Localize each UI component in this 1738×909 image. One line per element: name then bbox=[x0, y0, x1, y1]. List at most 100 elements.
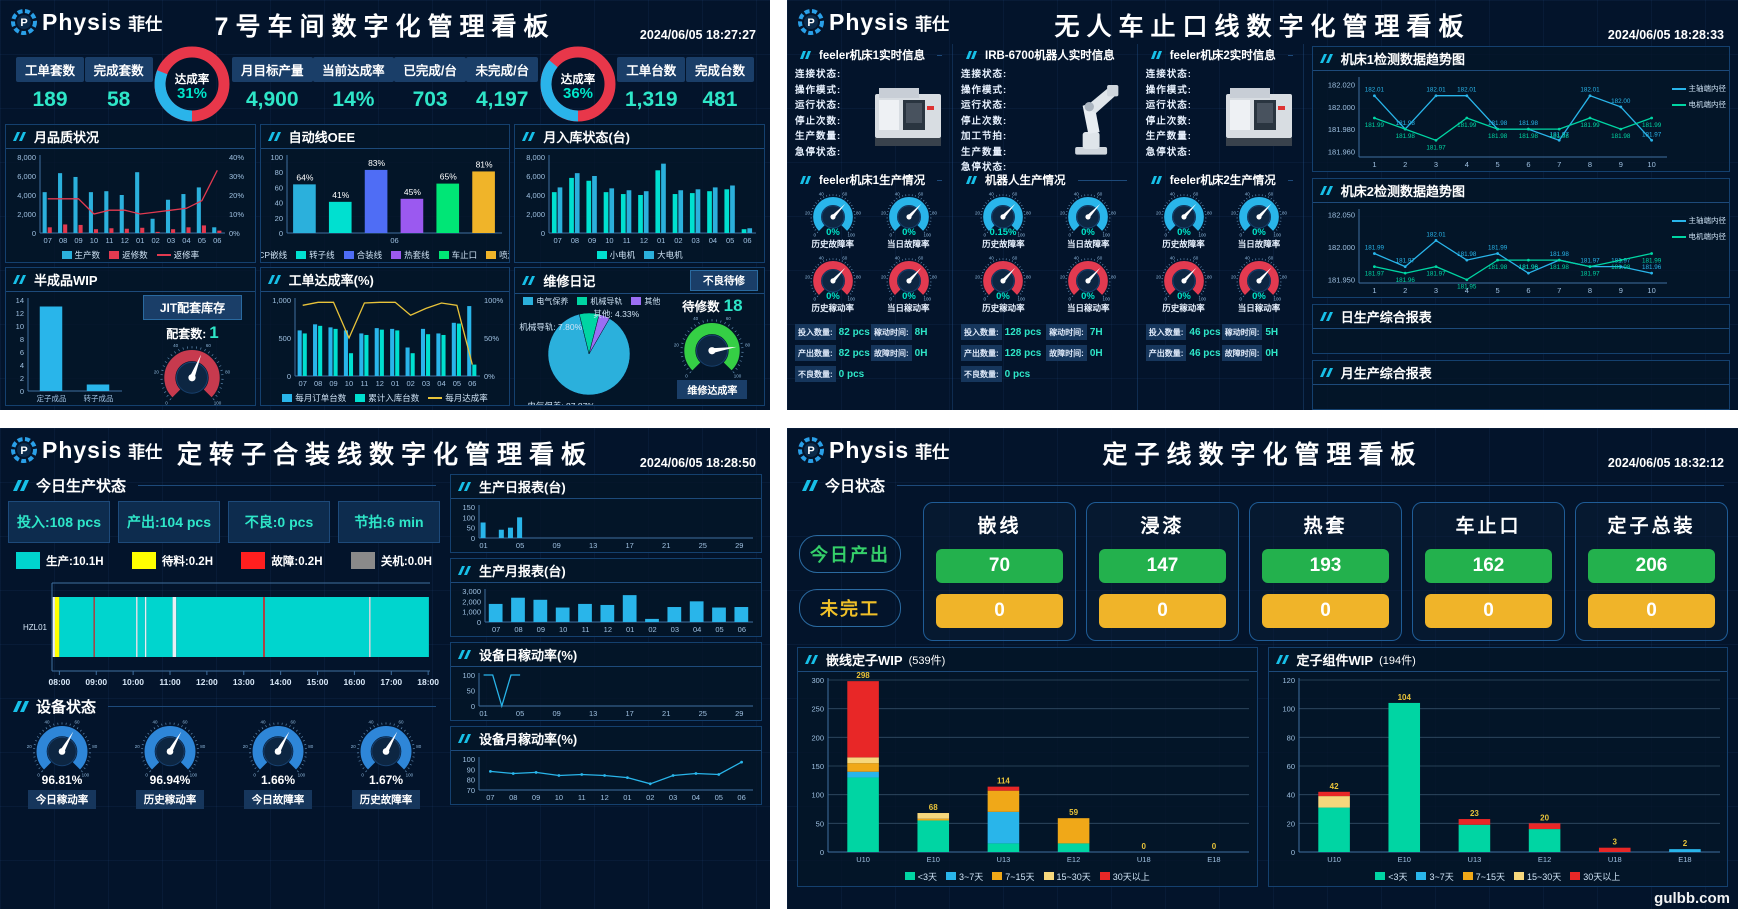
kpi-done-units: 已完成/台 703 bbox=[394, 56, 466, 112]
svg-text:05: 05 bbox=[516, 709, 524, 718]
svg-text:10: 10 bbox=[1647, 160, 1655, 169]
robot-column: IRB-6700机器人实时信息 连接状态: 操作模式: 运行状态: 停止次数: 加工节拍… bbox=[961, 44, 1138, 410]
svg-text:0%: 0% bbox=[229, 229, 240, 238]
svg-text:182.00: 182.00 bbox=[1611, 98, 1631, 105]
repairs-legend: 电气保养 机械导轨 其他 bbox=[515, 294, 660, 308]
station-column: 定子总装 206 0 bbox=[1575, 502, 1728, 641]
section-title: 今日状态 bbox=[825, 478, 886, 495]
section-title: feeler机床1生产情况 bbox=[819, 175, 926, 187]
svg-text:04: 04 bbox=[692, 793, 700, 802]
section-icon bbox=[1319, 368, 1333, 377]
svg-text:8: 8 bbox=[20, 335, 24, 344]
svg-text:41%: 41% bbox=[332, 190, 349, 200]
repair-gauge-side: 待修数 18 0 20 40 60 80 100 维修达成率 bbox=[660, 294, 764, 405]
svg-text:6,000: 6,000 bbox=[527, 172, 546, 181]
section-icon bbox=[458, 734, 471, 743]
page-title: 7号车间数字化管理看板 bbox=[214, 13, 556, 41]
svg-text:100: 100 bbox=[82, 772, 90, 777]
svg-text:114: 114 bbox=[997, 777, 1010, 786]
svg-text:08: 08 bbox=[509, 793, 517, 802]
svg-text:0%: 0% bbox=[1177, 291, 1191, 302]
svg-text:181.97: 181.97 bbox=[1549, 131, 1569, 138]
svg-text:20: 20 bbox=[1231, 210, 1237, 215]
svg-text:6: 6 bbox=[1526, 160, 1530, 169]
section-icon bbox=[1275, 655, 1289, 664]
section-icon bbox=[458, 482, 471, 491]
svg-text:04: 04 bbox=[182, 236, 190, 245]
brand-name: Physis bbox=[829, 8, 910, 35]
chart-title: 定子组件WIP bbox=[1296, 653, 1374, 668]
section-icon bbox=[1150, 51, 1162, 59]
svg-text:E12: E12 bbox=[1067, 855, 1080, 864]
svg-text:U18: U18 bbox=[1607, 855, 1621, 864]
stat-label: 不良数量: bbox=[795, 366, 836, 382]
info-label: 急停状态: bbox=[795, 146, 842, 158]
svg-text:181.99: 181.99 bbox=[1642, 122, 1662, 129]
svg-text:17: 17 bbox=[626, 709, 634, 718]
svg-text:10: 10 bbox=[90, 236, 98, 245]
datetime: 2024/06/05 18:27:27 bbox=[639, 28, 756, 42]
svg-text:6: 6 bbox=[20, 348, 24, 357]
section-title: feeler机床2生产情况 bbox=[1169, 175, 1276, 187]
svg-text:0: 0 bbox=[889, 233, 892, 238]
legend-item: <3天 bbox=[904, 870, 937, 883]
svg-text:1,000: 1,000 bbox=[462, 608, 481, 617]
svg-text:0%: 0% bbox=[1081, 291, 1095, 302]
svg-text:181.99: 181.99 bbox=[1580, 122, 1600, 129]
svg-text:40: 40 bbox=[989, 255, 995, 260]
row-label-output: 今日产出 bbox=[799, 535, 901, 573]
chart-title: 嵌线定子WIP bbox=[826, 653, 903, 668]
svg-text:11: 11 bbox=[360, 379, 368, 388]
station-output: 193 bbox=[1262, 549, 1389, 583]
svg-text:181.98: 181.98 bbox=[1488, 133, 1508, 140]
chart-count: (539件) bbox=[908, 654, 946, 667]
svg-text:0%: 0% bbox=[902, 291, 916, 302]
svg-text:0%: 0% bbox=[1081, 227, 1095, 238]
physis-logo: P Physis 菲仕 bbox=[797, 436, 1007, 464]
svg-text:182.01: 182.01 bbox=[1364, 87, 1384, 94]
svg-text:0%: 0% bbox=[1177, 227, 1191, 238]
repairs-box: 维修日记 不良待修 电气保养 机械导轨 其他 其他: 4.33% 机械导轨: 7.80… bbox=[514, 267, 765, 406]
svg-text:12: 12 bbox=[600, 793, 608, 802]
svg-text:20: 20 bbox=[880, 210, 886, 215]
svg-text:70: 70 bbox=[467, 786, 475, 795]
trend2-chart: 181.950 182.000 182.050 1 2 3 4 5 6 7 8 9 10 181.99 18… bbox=[1313, 203, 1729, 297]
svg-text:P: P bbox=[20, 445, 27, 457]
legend-item: <3天 bbox=[1375, 870, 1407, 883]
chart-count: (194件) bbox=[1379, 654, 1416, 667]
svg-text:182.000: 182.000 bbox=[1328, 103, 1355, 112]
gauge: 0 20 40 60 80 100 0% bbox=[871, 190, 947, 238]
svg-text:20: 20 bbox=[805, 210, 811, 215]
machine2-column: feeler机床2实时信息 连接状态: 操作模式: 运行状态: 停止次数: 生产数量: 急… bbox=[1145, 44, 1304, 410]
svg-text:10%: 10% bbox=[229, 210, 244, 219]
chart-title: 机床2检测数据趋势图 bbox=[1340, 184, 1465, 199]
svg-text:06: 06 bbox=[390, 236, 398, 245]
svg-text:15:00: 15:00 bbox=[307, 677, 329, 687]
section-icon bbox=[13, 480, 29, 491]
svg-text:11: 11 bbox=[623, 236, 631, 245]
monthly-report-box: 月生产综合报表 bbox=[1311, 360, 1730, 410]
info-label: 停止次数: bbox=[1145, 115, 1192, 127]
svg-text:11:00: 11:00 bbox=[159, 677, 181, 687]
svg-text:05: 05 bbox=[198, 236, 206, 245]
svg-text:250: 250 bbox=[811, 705, 824, 714]
svg-text:181.97: 181.97 bbox=[1426, 271, 1446, 278]
station-output: 70 bbox=[936, 549, 1063, 583]
svg-text:90: 90 bbox=[467, 765, 475, 774]
svg-text:08: 08 bbox=[514, 625, 522, 634]
svg-text:04: 04 bbox=[709, 236, 717, 245]
stat-value: 0H bbox=[914, 347, 928, 359]
section-icon bbox=[13, 275, 26, 284]
wip1-chart: 0 50 100 150 200 250 300 U10 E10 U13 E12 U18 E18 298 6… bbox=[798, 672, 1257, 866]
svg-text:60: 60 bbox=[274, 183, 282, 192]
section-icon bbox=[1319, 54, 1333, 63]
svg-text:01: 01 bbox=[136, 236, 144, 245]
repair-badge: 不良待修 bbox=[690, 270, 758, 291]
svg-text:100: 100 bbox=[298, 772, 306, 777]
legend-item: 15~30天 bbox=[1514, 870, 1561, 883]
svg-text:E12: E12 bbox=[1537, 855, 1550, 864]
svg-text:181.950: 181.950 bbox=[1328, 276, 1355, 285]
kpi-done-sets: 完成套数 58 bbox=[84, 56, 153, 112]
svg-text:0: 0 bbox=[1240, 233, 1243, 238]
stat-label: 故障时间: bbox=[870, 345, 912, 361]
